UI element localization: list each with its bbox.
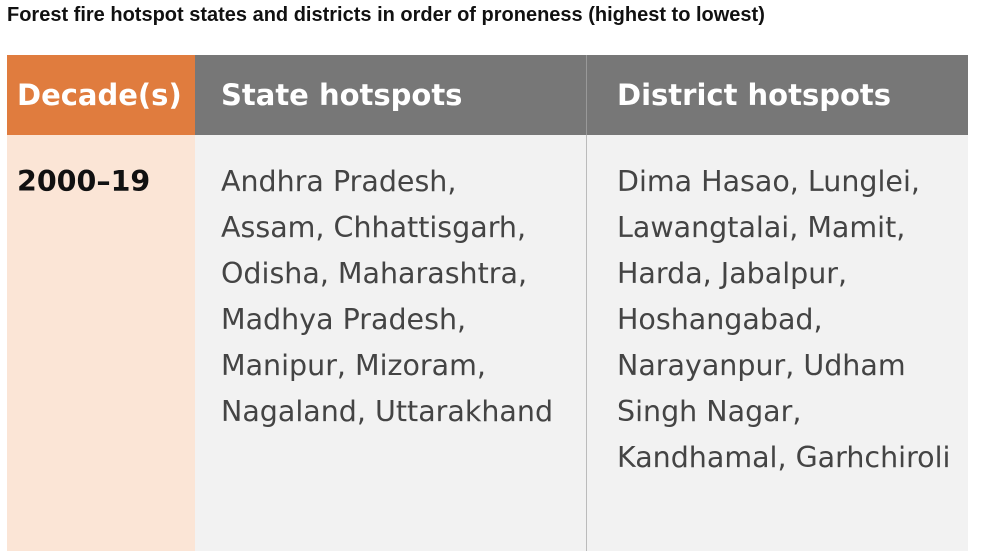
states-cell: Andhra Pradesh, Assam, Chhattisgarh, Odi… — [195, 135, 586, 551]
table: Decade(s) State hotspots District hotspo… — [7, 55, 968, 551]
header-cell: State hotspots — [195, 55, 586, 135]
header-cell: District hotspots — [586, 55, 968, 135]
title: Forest fire hotspot states and districts… — [7, 4, 765, 26]
header-cell: Decade(s) — [7, 55, 195, 135]
districts-cell: Dima Hasao, Lunglei, Lawangtalai, Mamit,… — [586, 135, 968, 551]
decade-cell: 2000–19 — [7, 135, 195, 551]
